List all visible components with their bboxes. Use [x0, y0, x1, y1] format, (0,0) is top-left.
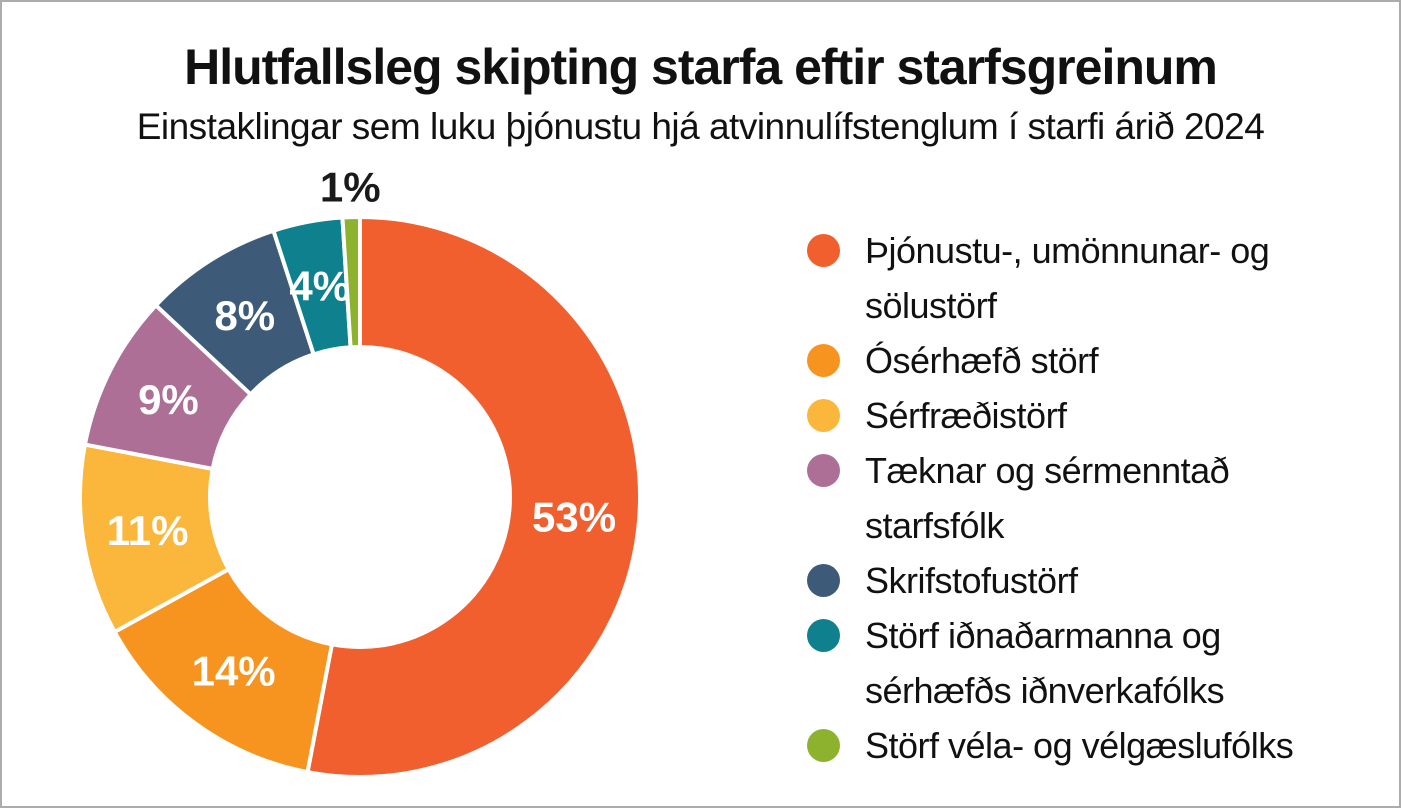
legend-swatch-icon	[807, 619, 840, 652]
legend-swatch-icon	[807, 234, 840, 267]
legend-swatch-icon	[807, 344, 840, 377]
legend-swatch-icon	[807, 454, 840, 487]
legend-item-2: Ósérhæfð störf	[807, 333, 1367, 388]
chart-subtitle: Einstaklingar sem luku þjónustu hjá atvi…	[136, 106, 1265, 147]
legend-item-7: Störf véla- og vélgæslufólks	[807, 718, 1367, 773]
legend-label: Skrifstofustörf	[865, 560, 1078, 601]
slice-value-label-5: 8%	[214, 292, 275, 339]
donut-slice-7	[340, 215, 362, 350]
legend-swatch-icon	[807, 729, 840, 762]
slice-value-label-1: 53%	[532, 494, 616, 541]
chart-title: Hlutfallsleg skipting starfa eftir starf…	[184, 39, 1218, 95]
slice-value-label-3: 11%	[107, 507, 189, 554]
legend-label: Ósérhæfð störf	[865, 340, 1099, 381]
legend-label: Störf véla- og vélgæslufólks	[865, 725, 1294, 766]
donut-slice-1	[305, 215, 642, 779]
slice-value-label-2: 14%	[192, 647, 276, 694]
legend-item-3: Sérfræðistörf	[807, 388, 1367, 443]
legend-label: Tæknar og sérmenntað starfsfólk	[865, 450, 1230, 546]
legend-label: Sérfræðistörf	[865, 395, 1067, 436]
legend-label: Störf iðnaðarmanna og sérhæfðs iðnverkaf…	[865, 615, 1225, 711]
legend-item-1: Þjónustu-, umönnunar- og sölustörf	[807, 223, 1367, 333]
legend-item-6: Störf iðnaðarmanna og sérhæfðs iðnverkaf…	[807, 608, 1367, 718]
slice-value-label-7: 1%	[320, 164, 381, 211]
slice-value-label-4: 9%	[138, 376, 199, 423]
legend-item-4: Tæknar og sérmenntað starfsfólk	[807, 443, 1367, 553]
chart-legend: Þjónustu-, umönnunar- og sölustörf Ósérhæ…	[807, 223, 1367, 773]
legend-item-5: Skrifstofustörf	[807, 553, 1367, 608]
legend-swatch-icon	[807, 399, 840, 432]
donut-slice-2	[112, 567, 334, 775]
legend-swatch-icon	[807, 564, 840, 597]
title-block: Hlutfallsleg skipting starfa eftir starf…	[2, 2, 1399, 148]
legend-label: Þjónustu-, umönnunar- og sölustörf	[865, 230, 1270, 326]
slice-value-label-6: 4%	[289, 262, 350, 309]
